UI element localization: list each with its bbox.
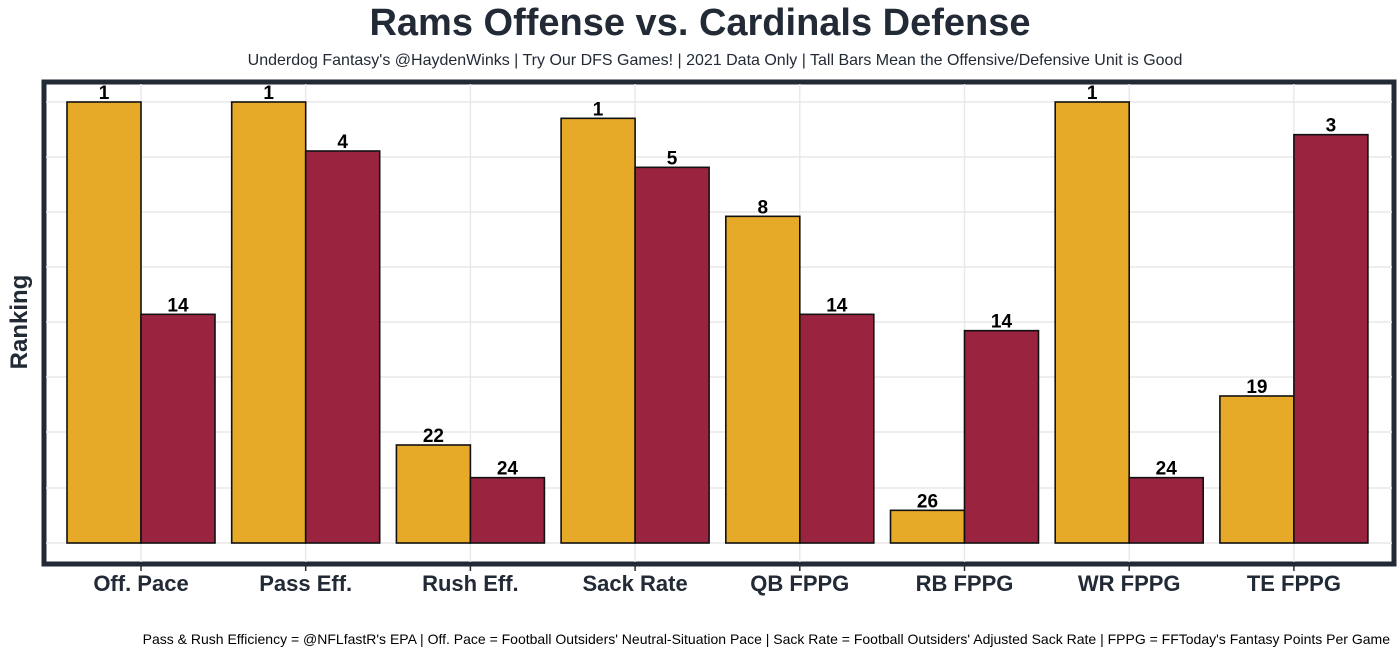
bar-value-label: 1 [263, 83, 274, 104]
bar-value-label: 14 [167, 295, 189, 316]
bar-cardinals-defense [140, 313, 216, 544]
x-tick-label: Sack Rate [583, 571, 688, 596]
bar-cardinals-defense [798, 313, 875, 544]
bar-value-label: 1 [99, 83, 110, 104]
bar-cardinals-defense [963, 329, 1040, 544]
bar-rams-offense [1219, 395, 1295, 544]
bars [66, 101, 1369, 544]
bar-rams-offense [724, 215, 801, 544]
chart-subtitle: Underdog Fantasy's @HaydenWinks | Try Ou… [247, 52, 1183, 69]
bar-cardinals-defense [634, 166, 710, 544]
bar-value-label: 19 [1246, 377, 1267, 398]
bar-rams-offense [230, 101, 307, 544]
bar-cardinals-defense [1293, 133, 1369, 544]
bar-value-label: 8 [758, 197, 769, 218]
x-tick-label: Rush Eff. [422, 571, 519, 596]
chart-caption: Pass & Rush Efficiency = @NFLfastR's EPA… [142, 631, 1390, 647]
bar-value-label: 3 [1326, 116, 1337, 137]
bar-value-label: 24 [1156, 459, 1178, 480]
x-tick-label: RB FPPG [916, 571, 1014, 596]
bar-cardinals-defense [469, 476, 546, 544]
x-tick-label: Pass Eff. [259, 571, 352, 596]
bar-value-label: 24 [497, 459, 519, 480]
bar-value-label: 1 [1087, 83, 1098, 104]
x-axis-ticks: Off. Pace Pass Eff. Rush Eff. Sack Rate QB F… [93, 566, 1341, 596]
x-tick-label: WR FPPG [1078, 571, 1181, 596]
bar-value-label: 4 [337, 132, 348, 153]
bar-value-label: 14 [826, 295, 848, 316]
bar-value-label: 22 [423, 426, 444, 447]
bar-rams-offense [66, 101, 142, 544]
x-tick-label: QB FPPG [750, 571, 849, 596]
bar-rams-offense [1054, 101, 1130, 544]
bar-value-label: 26 [917, 491, 938, 512]
data-labels: 1 1 22 1 8 26 1 19 14 4 24 5 14 14 24 3 [99, 83, 1336, 512]
x-tick-label: TE FPPG [1247, 571, 1341, 596]
bar-value-label: 5 [667, 148, 678, 169]
chart-title: Rams Offense vs. Cardinals Defense [369, 2, 1031, 44]
bar-value-label: 14 [991, 312, 1013, 333]
bar-rams-offense [395, 444, 472, 544]
bar-rams-offense [889, 509, 966, 544]
bar-cardinals-defense [304, 150, 381, 544]
bar-cardinals-defense [1128, 476, 1204, 544]
bar-rams-offense [560, 117, 636, 544]
bar-value-label: 1 [593, 99, 604, 120]
x-tick-label: Off. Pace [93, 571, 188, 596]
